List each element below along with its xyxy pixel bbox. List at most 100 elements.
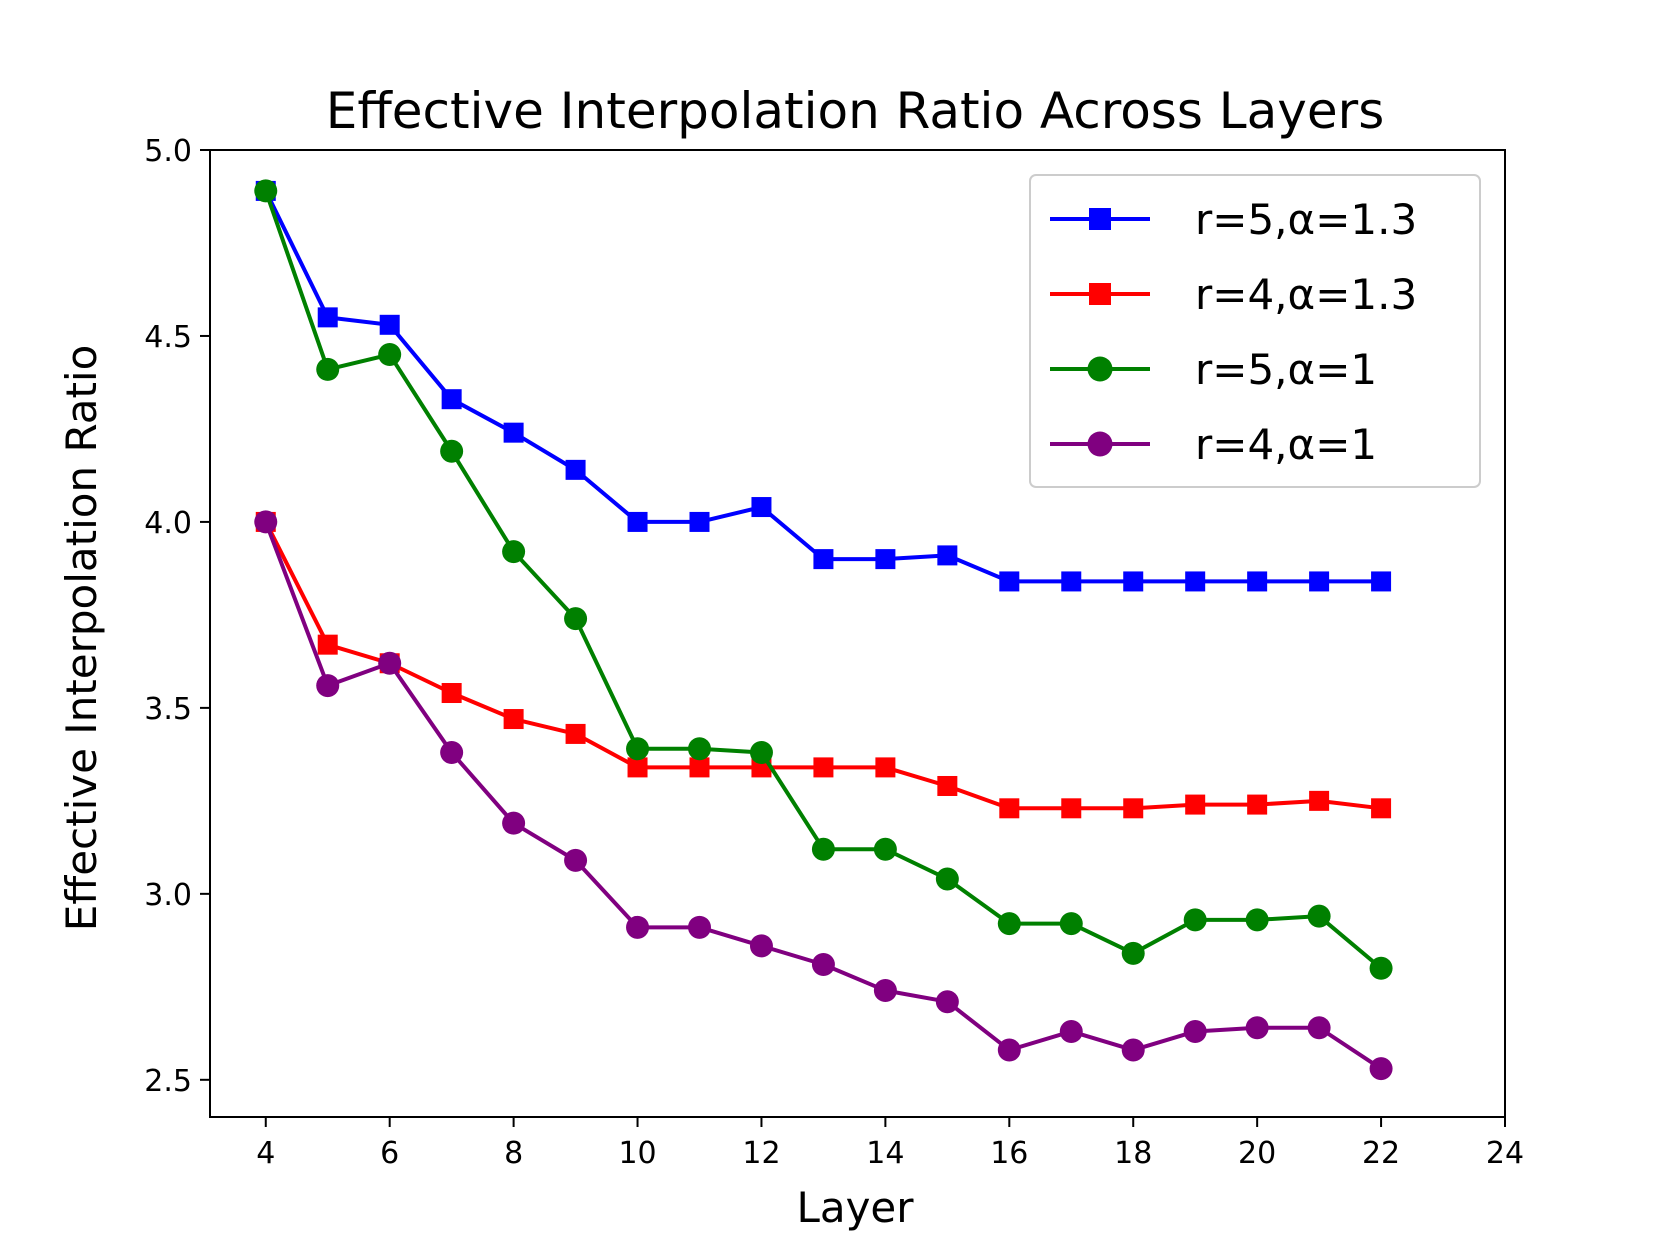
data-point	[626, 915, 650, 939]
x-tick-label: 22	[1362, 1136, 1400, 1171]
data-point	[1307, 1016, 1331, 1040]
data-point	[254, 179, 278, 203]
data-point	[378, 343, 402, 367]
data-point	[1185, 571, 1206, 592]
data-point	[1185, 794, 1206, 815]
data-point	[378, 651, 402, 675]
series-2	[255, 511, 1392, 819]
data-point	[379, 314, 400, 335]
y-tick-label: 4.0	[144, 506, 192, 541]
data-point	[1121, 1038, 1145, 1062]
data-point	[441, 389, 462, 410]
data-point	[813, 549, 834, 570]
data-point	[875, 549, 896, 570]
data-point	[1307, 904, 1331, 928]
data-point	[1371, 571, 1392, 592]
series-group	[254, 179, 1393, 1081]
data-point	[316, 674, 340, 698]
data-point	[937, 775, 958, 796]
x-tick-label: 20	[1238, 1136, 1276, 1171]
x-tick-label: 24	[1486, 1136, 1524, 1171]
legend-marker	[1087, 431, 1113, 457]
data-point	[565, 723, 586, 744]
legend-marker	[1089, 208, 1111, 230]
legend-label: r=4,α=1	[1195, 420, 1377, 469]
legend-label: r=4,α=1.3	[1195, 270, 1417, 319]
data-point	[1369, 956, 1393, 980]
series-line	[263, 521, 1383, 1071]
legend-item: r=5,α=1.3	[1050, 195, 1417, 244]
data-point	[1247, 571, 1268, 592]
legend-label: r=5,α=1	[1195, 345, 1377, 394]
y-tick-label: 3.5	[144, 692, 192, 727]
data-point	[937, 545, 958, 566]
data-point	[1059, 912, 1083, 936]
data-point	[564, 607, 588, 631]
data-point	[1309, 790, 1330, 811]
x-tick-label: 16	[990, 1136, 1028, 1171]
data-point	[811, 837, 835, 861]
data-point	[1247, 794, 1268, 815]
legend-box	[1029, 174, 1481, 488]
data-point	[935, 867, 959, 891]
x-tick-label: 18	[1114, 1136, 1152, 1171]
data-point	[751, 497, 772, 518]
data-point	[626, 737, 650, 761]
series-1	[255, 180, 1392, 592]
data-point	[999, 571, 1020, 592]
data-point	[1245, 908, 1269, 932]
data-point	[254, 510, 278, 534]
y-tick-label: 2.5	[144, 1064, 192, 1099]
data-point	[997, 912, 1021, 936]
plot-frame	[209, 149, 1506, 1118]
x-tick-label: 14	[866, 1136, 904, 1171]
y-tick-label: 5.0	[144, 134, 192, 169]
data-point	[873, 837, 897, 861]
data-point	[440, 439, 464, 463]
data-point	[502, 811, 526, 835]
y-tick-label: 3.0	[144, 878, 192, 913]
data-point	[1369, 1057, 1393, 1081]
data-point	[1123, 798, 1144, 819]
x-axis-label: Layer	[796, 1183, 914, 1232]
data-point	[503, 709, 524, 730]
x-tick-label: 8	[504, 1136, 523, 1171]
data-point	[1371, 798, 1392, 819]
data-point	[813, 757, 834, 778]
data-point	[1121, 941, 1145, 965]
data-point	[503, 422, 524, 443]
data-point	[565, 459, 586, 480]
data-point	[749, 934, 773, 958]
x-tick-label: 12	[742, 1136, 780, 1171]
data-point	[1245, 1016, 1269, 1040]
data-point	[317, 634, 338, 655]
x-tick-label: 10	[618, 1136, 656, 1171]
data-point	[564, 848, 588, 872]
data-point	[502, 540, 526, 564]
data-point	[997, 1038, 1021, 1062]
y-axis-label: Effective Interpolation Ratio	[57, 345, 106, 932]
chart-title: Effective Interpolation Ratio Across Lay…	[326, 82, 1385, 140]
data-point	[1123, 571, 1144, 592]
data-point	[440, 741, 464, 765]
data-point	[1309, 571, 1330, 592]
data-point	[317, 307, 338, 328]
x-tick-label: 4	[256, 1136, 275, 1171]
data-point	[1059, 1019, 1083, 1043]
legend-marker	[1089, 283, 1111, 305]
data-point	[1061, 571, 1082, 592]
data-point	[935, 990, 959, 1014]
data-point	[441, 683, 462, 704]
data-point	[687, 915, 711, 939]
data-point	[875, 757, 896, 778]
x-tick-label: 6	[380, 1136, 399, 1171]
legend-label: r=5,α=1.3	[1195, 195, 1417, 244]
data-point	[1183, 1019, 1207, 1043]
axis-ticks: 4 6 8 10 12 14 16 18 20 22 24 2.5 3.0 3.5 4.0 4.5 5.0	[144, 134, 1524, 1171]
y-tick-label: 4.5	[144, 320, 192, 355]
series-3	[254, 179, 1393, 980]
data-point	[687, 737, 711, 761]
legend-item: r=4,α=1	[1050, 420, 1377, 469]
legend-item: r=4,α=1.3	[1050, 270, 1417, 319]
data-point	[627, 757, 648, 778]
